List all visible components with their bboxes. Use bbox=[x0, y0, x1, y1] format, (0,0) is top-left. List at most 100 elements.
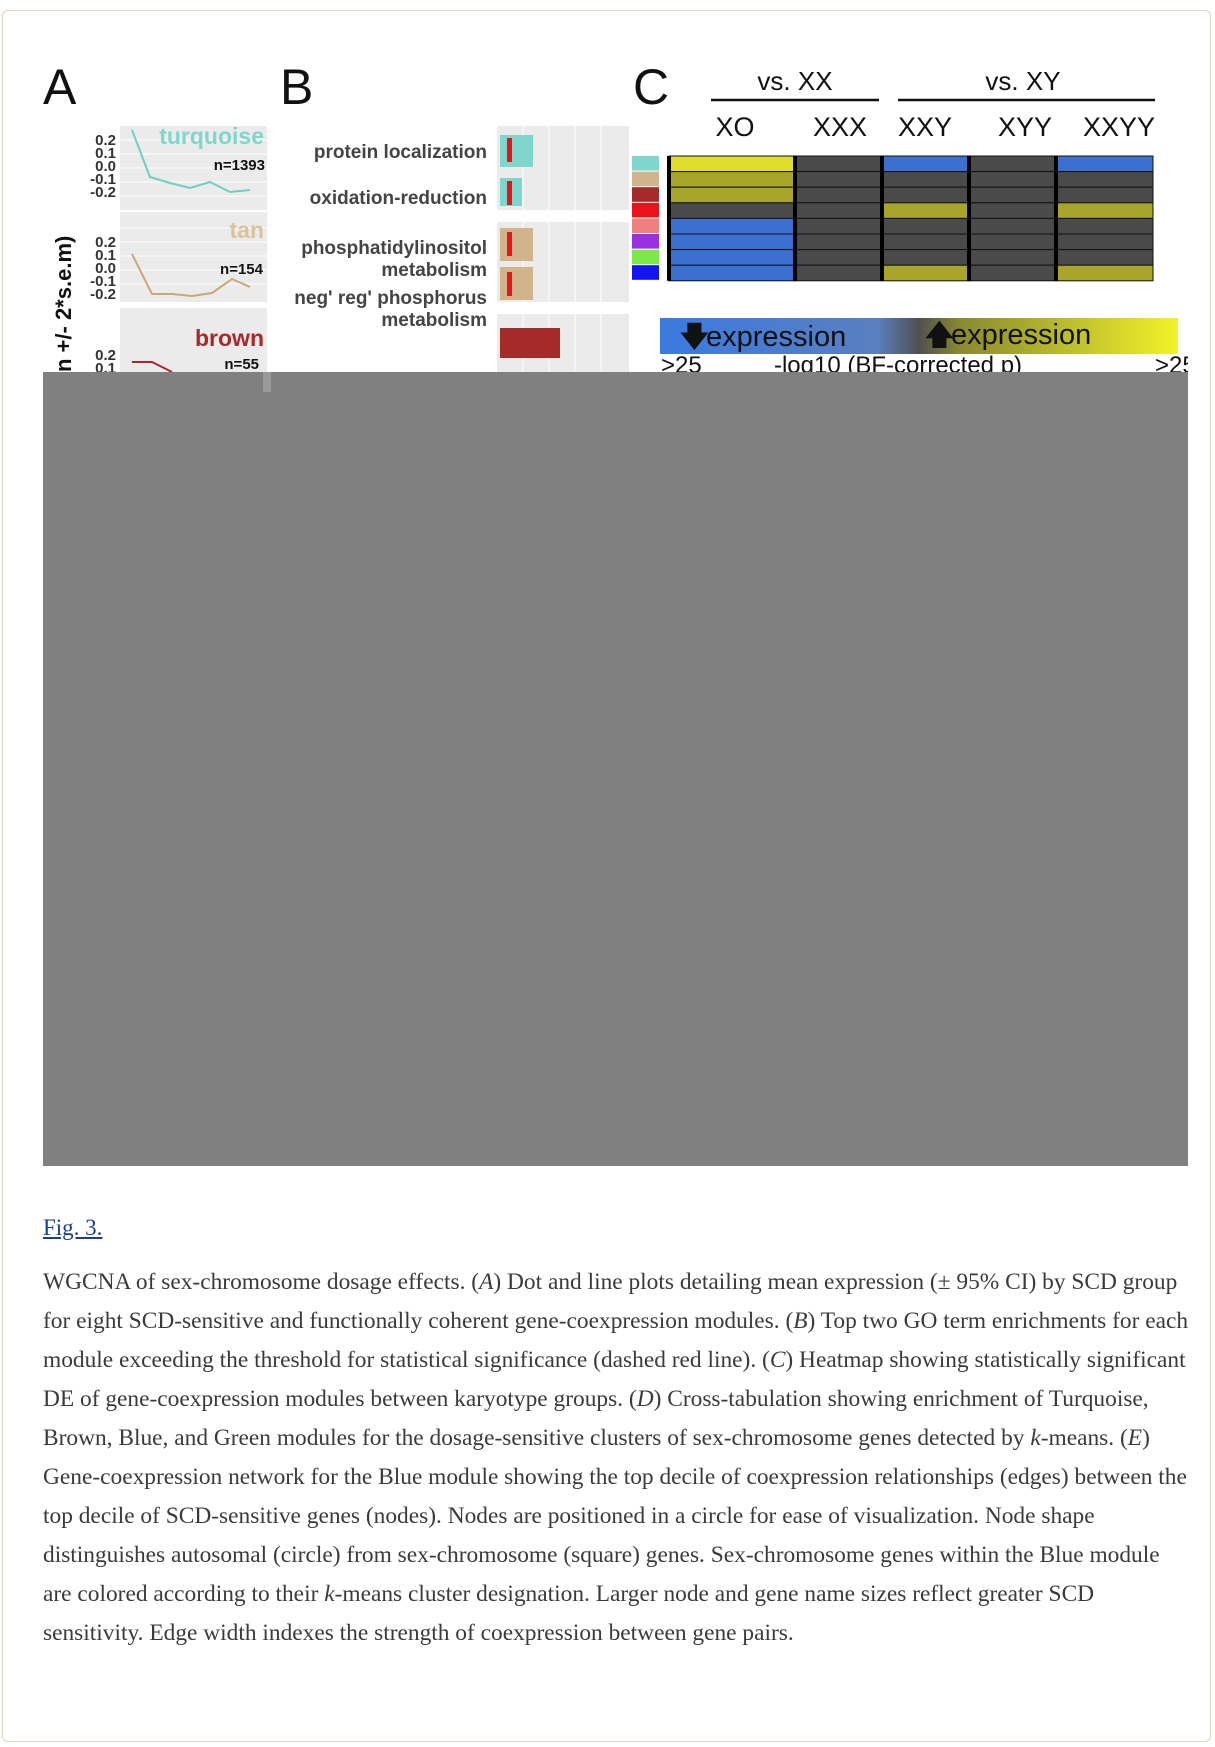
heatmap-cell bbox=[881, 171, 970, 188]
heatmap-cell bbox=[668, 171, 796, 188]
caption-text: ) Heatmap showing statistically signific… bbox=[43, 1347, 1186, 1412]
caption-text: ) Top two GO term enrichments for each m… bbox=[43, 1308, 1189, 1373]
ytick: 0.1 bbox=[95, 145, 116, 162]
go-term-label: phosphatidylinositol bbox=[301, 238, 487, 259]
heatmap-cell bbox=[668, 249, 796, 266]
heatmap bbox=[632, 155, 1154, 282]
heatmap-cell bbox=[794, 249, 883, 266]
figure-svg: A n +/- 2*s.e.m) turquoise n=1393 0.2 0.… bbox=[43, 62, 1188, 1166]
up-arrow-icon: 🡅 bbox=[925, 319, 954, 350]
ytick: 0.2 bbox=[95, 132, 116, 149]
heatmap-cell bbox=[794, 217, 883, 235]
heatmap-cell bbox=[881, 217, 970, 235]
ytick: -0.2 bbox=[90, 286, 116, 303]
heatmap-cell bbox=[881, 202, 970, 219]
heatmap-cell bbox=[881, 264, 970, 282]
subplot-turquoise: turquoise n=1393 0.2 0.1 0.0 -0.1 -0.2 bbox=[90, 123, 267, 210]
panel-b-plot bbox=[497, 126, 629, 372]
ytick: -0.1 bbox=[90, 273, 116, 290]
ytick: 0.0 bbox=[95, 260, 116, 277]
caption-ref: E bbox=[1127, 1425, 1143, 1451]
heatmap-cell bbox=[668, 155, 796, 173]
heatmap-cell bbox=[668, 202, 796, 219]
module-swatch bbox=[632, 218, 659, 233]
ytick: 0.2 bbox=[95, 347, 116, 364]
module-name-turquoise: turquoise bbox=[159, 123, 264, 149]
caption-text: ) Dot and line plots detailing mean expr… bbox=[43, 1269, 1178, 1334]
heatmap-cell bbox=[968, 202, 1057, 219]
column-label: XXY bbox=[898, 112, 952, 142]
heatmap-cell bbox=[794, 155, 883, 173]
panel-a-ylabel: n +/- 2*s.e.m) bbox=[51, 236, 76, 372]
caption-ref: C bbox=[769, 1347, 786, 1373]
heatmap-cell bbox=[968, 186, 1057, 204]
legend-up-label: expression bbox=[951, 319, 1091, 351]
heatmap-cell bbox=[881, 186, 970, 204]
heatmap-cell bbox=[881, 233, 970, 251]
module-n-brown: n=55 bbox=[224, 356, 259, 373]
caption-text: ) Cross-tabulation showing enrichment of… bbox=[43, 1386, 1149, 1451]
caption-text: -means cluster designation. Larger node … bbox=[43, 1581, 1095, 1646]
heatmap-cell bbox=[968, 264, 1057, 282]
caption-text: ) Gene-coexpression network for the Blue… bbox=[43, 1425, 1187, 1607]
module-swatch bbox=[632, 156, 659, 171]
go-term-label: neg' reg' phosphorus bbox=[294, 288, 487, 309]
go-term-label: metabolism bbox=[381, 260, 487, 281]
group-label-vs-xx: vs. XX bbox=[757, 66, 832, 96]
heatmap-cell bbox=[1055, 155, 1154, 173]
module-name-tan: tan bbox=[230, 217, 265, 243]
column-label: XXX bbox=[813, 112, 867, 142]
ytick: -0.2 bbox=[90, 184, 116, 201]
caption-ref: D bbox=[636, 1386, 654, 1412]
ytick: 0.2 bbox=[95, 234, 116, 251]
module-swatch bbox=[632, 187, 659, 202]
down-arrow-icon: 🡇 bbox=[680, 321, 709, 352]
heatmap-cell bbox=[668, 264, 796, 282]
caption-italic: k bbox=[324, 1581, 335, 1607]
panel-a-letter: A bbox=[43, 62, 77, 115]
heatmap-cell bbox=[1055, 171, 1154, 188]
module-swatch bbox=[632, 171, 659, 187]
column-label: XYY bbox=[998, 112, 1052, 142]
figure-link[interactable]: Fig. 3. bbox=[43, 1215, 103, 1240]
heatmap-cell bbox=[668, 233, 796, 251]
module-swatch bbox=[632, 265, 659, 280]
heatmap-cell bbox=[668, 217, 796, 235]
module-n-turquoise: n=1393 bbox=[214, 157, 265, 174]
heatmap-cell bbox=[1055, 233, 1154, 251]
go-term-label: protein localization bbox=[314, 142, 487, 163]
caption-ref: A bbox=[479, 1269, 494, 1295]
heatmap-legend: 🡇 expression 🡅 expression >25 -log10 (BF… bbox=[660, 318, 1188, 379]
heatmap-cell bbox=[794, 202, 883, 219]
heatmap-cell bbox=[1055, 217, 1154, 235]
ytick: 0.1 bbox=[95, 247, 116, 264]
heatmap-cell bbox=[968, 171, 1057, 188]
column-label: XO bbox=[715, 112, 754, 142]
subplot-brown: brown n=55 0.2 0.1 bbox=[95, 308, 267, 377]
figure-caption: WGCNA of sex-chromosome dosage effects. … bbox=[43, 1263, 1193, 1653]
caption-text: -means. ( bbox=[1040, 1425, 1128, 1451]
heatmap-cell bbox=[1055, 202, 1154, 219]
panel-b-letter: B bbox=[280, 62, 313, 115]
module-n-tan: n=154 bbox=[220, 261, 264, 278]
caption-italic: k bbox=[1030, 1425, 1041, 1451]
ytick: 0.0 bbox=[95, 158, 116, 175]
heatmap-cell bbox=[968, 249, 1057, 266]
group-label-vs-xy: vs. XY bbox=[985, 66, 1060, 96]
go-term-label: oxidation-reduction bbox=[310, 188, 487, 209]
heatmap-cell bbox=[668, 186, 796, 204]
heatmap-cell bbox=[794, 186, 883, 204]
subplot-tan: tan n=154 0.2 0.1 0.0 -0.1 -0.2 bbox=[90, 212, 267, 303]
heatmap-cell bbox=[794, 171, 883, 188]
ytick: -0.1 bbox=[90, 171, 116, 188]
heatmap-cell bbox=[1055, 264, 1154, 282]
module-swatch bbox=[632, 234, 659, 249]
heatmap-cell bbox=[968, 233, 1057, 251]
legend-down-label: expression bbox=[706, 321, 846, 353]
figure-image: A n +/- 2*s.e.m) turquoise n=1393 0.2 0.… bbox=[43, 62, 1188, 1166]
go-term-label: metabolism bbox=[381, 310, 487, 331]
heatmap-cell bbox=[881, 155, 970, 173]
heatmap-cell bbox=[881, 249, 970, 266]
occluded-edge bbox=[263, 372, 271, 392]
panel-c-letter: C bbox=[633, 62, 669, 115]
